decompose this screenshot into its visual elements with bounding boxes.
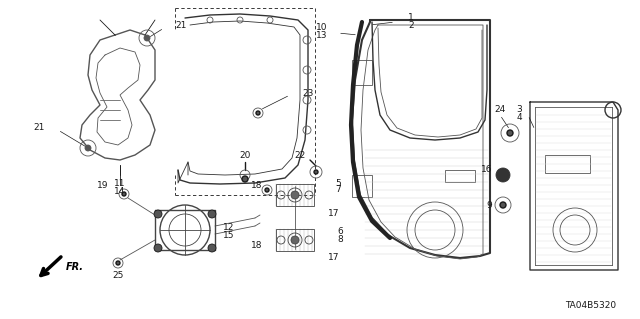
Circle shape <box>154 244 162 252</box>
Circle shape <box>208 210 216 218</box>
Text: 8: 8 <box>337 234 343 243</box>
Text: 2: 2 <box>408 21 413 31</box>
Text: 7: 7 <box>335 186 340 195</box>
Circle shape <box>265 188 269 192</box>
Text: 10: 10 <box>316 24 327 33</box>
Text: 24: 24 <box>494 106 506 115</box>
Bar <box>445 170 475 182</box>
Text: 4: 4 <box>516 114 522 122</box>
Text: 3: 3 <box>516 106 522 115</box>
Text: 17: 17 <box>328 209 339 218</box>
Text: 20: 20 <box>239 151 251 160</box>
Text: 25: 25 <box>112 271 124 279</box>
Circle shape <box>144 35 150 41</box>
Text: 15: 15 <box>223 232 234 241</box>
Circle shape <box>242 176 248 182</box>
Text: 6: 6 <box>337 227 343 236</box>
Text: 5: 5 <box>335 179 340 188</box>
Text: 18: 18 <box>250 181 262 189</box>
Text: 1: 1 <box>408 13 413 23</box>
Text: 14: 14 <box>115 188 125 197</box>
Circle shape <box>154 210 162 218</box>
Circle shape <box>116 261 120 265</box>
Text: FR.: FR. <box>66 262 84 272</box>
Text: 11: 11 <box>115 179 125 188</box>
Text: 13: 13 <box>316 32 327 41</box>
Text: 17: 17 <box>328 254 339 263</box>
Circle shape <box>85 145 91 151</box>
Text: 18: 18 <box>250 241 262 249</box>
Bar <box>276 229 314 251</box>
Circle shape <box>496 168 510 182</box>
Text: 22: 22 <box>295 151 306 160</box>
Circle shape <box>507 130 513 136</box>
Circle shape <box>291 236 299 244</box>
Text: 12: 12 <box>223 224 234 233</box>
Circle shape <box>500 202 506 208</box>
Bar <box>352 60 372 85</box>
Circle shape <box>122 192 126 196</box>
Text: 19: 19 <box>97 182 108 190</box>
Text: 21: 21 <box>34 123 45 132</box>
Bar <box>276 184 314 206</box>
Text: 9: 9 <box>486 201 492 210</box>
Circle shape <box>256 111 260 115</box>
Circle shape <box>208 244 216 252</box>
Text: 16: 16 <box>481 166 492 174</box>
Text: 21: 21 <box>175 20 186 29</box>
Bar <box>545 155 590 173</box>
Text: TA04B5320: TA04B5320 <box>565 301 616 310</box>
Circle shape <box>314 170 318 174</box>
Text: 23: 23 <box>302 88 314 98</box>
Circle shape <box>291 191 299 199</box>
Bar <box>352 175 372 197</box>
